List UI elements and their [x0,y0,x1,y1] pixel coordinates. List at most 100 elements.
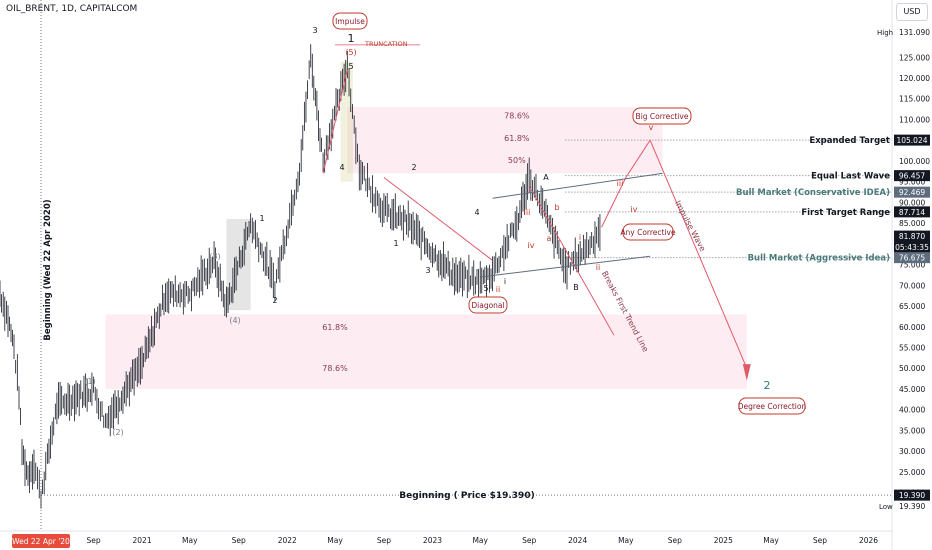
breaks-trend-line [528,185,615,336]
price-tag-value: 96.457 [899,172,925,181]
y-tick-label: 45.000 [899,385,925,394]
wave-label: iv [631,205,638,214]
fib-upper-label: 78.6% [504,111,530,120]
start-date-label: Wed 22 Apr '20 [12,537,70,546]
y-tick-label: 120.000 [899,74,930,83]
callout-impulse [332,12,368,30]
y-tick-label: 125.000 [899,53,930,62]
y-tick-label: 25.000 [899,468,925,477]
fib-lower-label: 78.6% [322,364,348,373]
fib-zone-lower [105,314,747,389]
y-tick-label: 110.000 [899,115,930,124]
y-tick-label: 70.000 [899,281,925,290]
wave-label: iv [528,241,535,250]
y-tick-label: 90.000 [899,198,925,207]
callout-diagonal [468,296,508,314]
high-label: High [877,29,893,37]
price-tag [894,186,930,198]
price-tag [894,206,930,218]
impulse-wave-text: Impulse Wave [673,199,707,253]
x-tick-label: 2025 [714,536,733,545]
wave-label: (1) [84,377,95,386]
beginning-vertical-label: Beginning (Wed 22 Apr 2020) [43,199,53,340]
wave-label: 1 [348,32,355,45]
callout-text-impulse: Impulse [335,17,365,26]
wave-label: iii [617,179,624,188]
x-tick-label: May [763,536,779,545]
wave-label: 3 [425,266,430,275]
wave-label: v [649,123,654,132]
wave-label: 4 [339,163,344,172]
forecast-path [601,139,748,369]
x-tick-label: May [618,536,634,545]
wave-label: 2 [764,379,771,392]
fib-upper-label: 61.8% [504,134,530,143]
price-tag [894,134,930,146]
x-tick-label: Sep [522,536,536,545]
price-tag-value: 105.024 [896,136,927,145]
price-tag-value: 76.675 [899,254,925,263]
low-value: 19.390 [899,502,925,511]
price-tag [894,252,930,264]
price-tag-value: 81.870 [899,232,925,241]
callout-text-degree_correction: Degree Correction [738,402,807,411]
wave-label: A [543,173,549,182]
x-tick-label: Sep [377,536,391,545]
price-tag-value: 92.469 [899,188,925,197]
wave-label: B [573,283,579,292]
high-value: 131.090 [899,28,930,37]
wave-label: 2 [411,163,416,172]
fib-upper-label: 50% [508,156,526,165]
fib-zone-upper [347,107,663,174]
x-tick-label: Sep [86,536,100,545]
price-tag [894,489,930,501]
currency-button[interactable]: USD [896,3,928,21]
beginning-label: Beginning ( Price $19.390) [399,491,534,501]
wave-label: i [504,277,506,286]
wave-label: 1 [393,239,398,248]
x-tick-label: Sep [232,536,246,545]
wave-label: (2) [112,428,123,437]
callout-any_corrective [622,223,674,241]
truncation-text: TRUNCATION [364,40,408,48]
wave-label: 4 [474,208,479,217]
x-tick-label: May [472,536,488,545]
callout-big_corrective [632,107,692,125]
x-tick-label: Sep [668,536,682,545]
price-tag [894,230,930,253]
trend-line [322,69,348,174]
level-label: Expanded Target [809,136,890,146]
x-tick-label: 2023 [423,536,442,545]
wave-label: ii [596,263,600,272]
forecast-arrowhead [742,364,751,381]
price-tag [894,170,930,182]
level-label: Bull Market (Conservative IDEA) [736,188,890,198]
callout-text-diagonal: Diagonal [471,301,504,310]
callout-text-any_corrective: Any Corrective [620,228,676,237]
x-tick-label: 2026 [859,536,878,545]
y-tick-label: 60.000 [899,323,925,332]
y-tick-label: 85.000 [899,219,925,228]
price-tag-value: 19.390 [899,491,925,500]
level-label: Bull Market (Aggressive Idea) [748,254,891,264]
callout-degree_correction [738,397,806,415]
wave-label: (3) [209,252,220,261]
x-tick-label: May [182,536,198,545]
y-tick-label: 35.000 [899,426,925,435]
wave-label: (4) [229,316,240,325]
wave-label: 5 [483,284,488,293]
wave-label: i [579,233,581,242]
level-label: First Target Range [801,208,890,218]
price-tag-value: 87.714 [899,208,925,217]
y-tick-label: 75.000 [899,261,925,270]
y-tick-label: 30.000 [899,447,925,456]
y-tick-label: 95.000 [899,178,925,187]
y-tick-label: 55.000 [899,343,925,352]
y-tick-label: 100.000 [899,157,930,166]
fib-lower-label: 61.8% [322,323,348,332]
diagonal-line [492,172,663,199]
y-tick-label: 50.000 [899,364,925,373]
wave-label: 3 [312,26,317,35]
